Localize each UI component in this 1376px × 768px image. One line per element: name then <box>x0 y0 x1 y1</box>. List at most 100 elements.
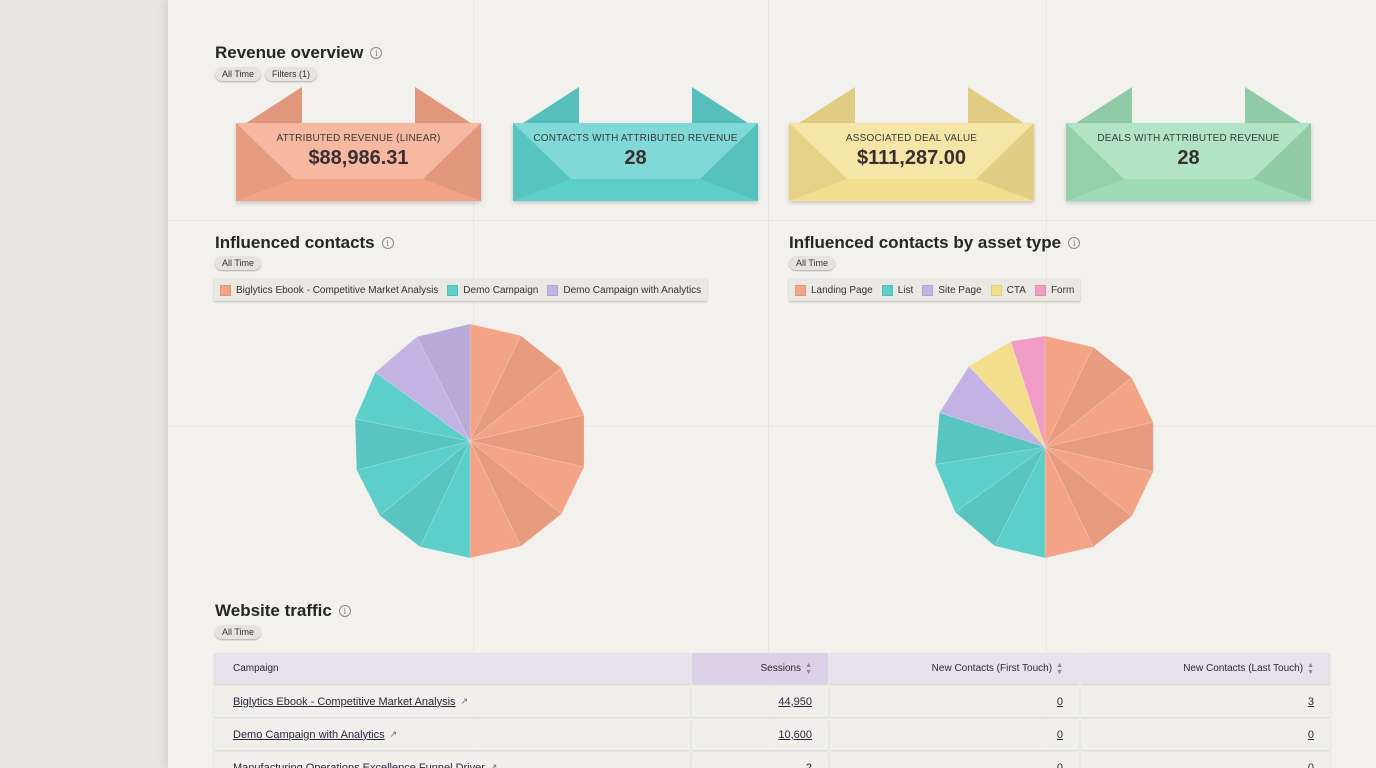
filters-button[interactable]: Filters (1) <box>265 67 317 81</box>
legend-swatch <box>547 284 559 296</box>
legend-item[interactable]: List <box>881 284 913 296</box>
envelope-body <box>236 123 481 201</box>
sort-icon[interactable]: ▲ ▼ <box>1307 661 1314 676</box>
kpi-value: 28 <box>1177 147 1200 169</box>
table-row: Manufacturing Operations Excellence Funn… <box>214 752 1330 768</box>
legend-label: Demo Campaign with Analytics <box>563 284 702 296</box>
sessions-value[interactable]: 44,950 <box>778 695 812 708</box>
campaign-link[interactable]: Manufacturing Operations Excellence Funn… <box>233 761 485 768</box>
table-header-row: Campaign Sessions ▲ ▼ New Contacts (First … <box>214 653 1330 686</box>
campaign-link[interactable]: Demo Campaign with Analytics <box>233 728 385 741</box>
legend-item[interactable]: Biglytics Ebook - Competitive Market Ana… <box>220 284 439 296</box>
pie-slice[interactable] <box>416 323 471 442</box>
date-range-filter[interactable]: All Time <box>215 256 262 270</box>
kpi-value: $111,287.00 <box>856 147 966 169</box>
legend-label: Site Page <box>938 284 982 296</box>
external-link-icon[interactable]: ↗ <box>460 696 469 706</box>
website-traffic-table: Campaign Sessions ▲ ▼ New Contacts (First … <box>214 653 1330 768</box>
date-range-filter[interactable]: All Time <box>215 67 262 81</box>
kpi-label: DEALS WITH ATTRIBUTED REVENUE <box>1097 133 1280 144</box>
column-label: New Contacts (First Touch) <box>931 663 1053 674</box>
envelope-body <box>789 123 1034 201</box>
campaign-link[interactable]: Biglytics Ebook - Competitive Market Ana… <box>233 695 456 708</box>
legend-item[interactable]: Landing Page <box>795 284 873 296</box>
info-icon[interactable]: i <box>370 47 383 59</box>
column-header-first-touch[interactable]: New Contacts (First Touch) ▲ ▼ <box>830 653 1079 684</box>
kpi-label: ASSOCIATED DEAL VALUE <box>845 133 978 144</box>
section-title-text: Influenced contacts by asset type <box>789 233 1062 252</box>
info-icon[interactable]: i <box>338 605 351 617</box>
legend-swatch <box>447 284 459 296</box>
legend-swatch <box>220 284 231 296</box>
table-row: Biglytics Ebook - Competitive Market Ana… <box>214 686 1330 719</box>
website-traffic-title: Website traffic i <box>215 601 351 621</box>
last-touch-value[interactable]: 3 <box>1307 695 1314 708</box>
paper-fold <box>168 220 1376 221</box>
influenced-contacts-legend: Biglytics Ebook - Competitive Market Ana… <box>214 279 708 301</box>
sessions-value[interactable]: 2 <box>805 761 812 768</box>
last-touch-cell: 0 <box>1081 752 1330 768</box>
envelope-flap <box>793 87 855 127</box>
section-title-text: Revenue overview <box>215 43 364 62</box>
column-header-campaign[interactable]: Campaign <box>214 653 690 684</box>
legend-label: Landing Page <box>811 284 873 296</box>
info-icon[interactable]: i <box>1068 237 1081 249</box>
legend-item[interactable]: CTA <box>990 284 1026 296</box>
sessions-cell: 10,600 <box>692 719 828 750</box>
campaign-cell: Manufacturing Operations Excellence Funn… <box>214 752 690 768</box>
legend-item[interactable]: Demo Campaign with Analytics <box>547 284 702 296</box>
sessions-cell: 44,950 <box>692 686 828 717</box>
sessions-cell: 2 <box>692 752 828 768</box>
sessions-value[interactable]: 10,600 <box>778 728 812 741</box>
legend-swatch <box>881 284 893 296</box>
legend-swatch <box>922 284 934 296</box>
campaign-cell: Biglytics Ebook - Competitive Market Ana… <box>214 686 690 717</box>
info-icon[interactable]: i <box>381 237 394 249</box>
first-touch-cell: 0 <box>830 719 1079 750</box>
first-touch-value[interactable]: 0 <box>1056 761 1063 768</box>
revenue-overview-title: Revenue overview i <box>215 43 383 63</box>
asset-type-pie-chart <box>934 335 1154 559</box>
column-header-sessions[interactable]: Sessions ▲ ▼ <box>692 653 828 684</box>
legend-swatch <box>990 284 1002 296</box>
asset-type-title: Influenced contacts by asset type i <box>789 233 1081 253</box>
date-range-filter[interactable]: All Time <box>789 256 836 270</box>
legend-label: Form <box>1050 284 1075 296</box>
campaign-cell: Demo Campaign with Analytics ↗ <box>214 719 690 750</box>
envelope-flap <box>1070 87 1132 127</box>
last-touch-value[interactable]: 0 <box>1307 761 1314 768</box>
last-touch-value[interactable]: 0 <box>1307 728 1314 741</box>
table-row: Demo Campaign with Analytics ↗ 10,600 0 0 <box>214 719 1330 752</box>
legend-item[interactable]: Site Page <box>922 284 982 296</box>
envelope-fold <box>236 123 481 201</box>
external-link-icon[interactable]: ↗ <box>389 729 398 739</box>
legend-label: Demo Campaign <box>463 284 539 296</box>
envelope-fold <box>789 123 1034 201</box>
kpi-card: ASSOCIATED DEAL VALUE $111,287.00 <box>789 87 1034 202</box>
first-touch-value[interactable]: 0 <box>1056 695 1063 708</box>
envelope-flap <box>517 87 579 127</box>
sort-icon[interactable]: ▲ ▼ <box>1056 661 1063 676</box>
section-title-text: Website traffic <box>215 601 332 620</box>
envelope-flap <box>415 87 477 127</box>
column-label: Campaign <box>233 663 279 674</box>
legend-item[interactable]: Demo Campaign <box>447 284 539 296</box>
date-range-filter[interactable]: All Time <box>215 625 262 639</box>
legend-label: Biglytics Ebook - Competitive Market Ana… <box>236 284 439 296</box>
legend-label: CTA <box>1006 284 1026 296</box>
legend-item[interactable]: Form <box>1034 284 1075 296</box>
column-header-last-touch[interactable]: New Contacts (Last Touch) ▲ ▼ <box>1081 653 1330 684</box>
sort-icon[interactable]: ▲ ▼ <box>805 661 812 676</box>
first-touch-cell: 0 <box>830 686 1079 717</box>
envelope-flap <box>968 87 1030 127</box>
external-link-icon[interactable]: ↗ <box>489 762 498 768</box>
first-touch-value[interactable]: 0 <box>1056 728 1063 741</box>
section-title-text: Influenced contacts <box>215 233 375 252</box>
envelope-body <box>513 123 758 201</box>
kpi-card: DEALS WITH ATTRIBUTED REVENUE 28 <box>1066 87 1311 202</box>
kpi-value: 28 <box>624 147 647 169</box>
legend-swatch <box>1034 284 1046 296</box>
kpi-value: $88,986.31 <box>308 147 409 169</box>
pie-slice[interactable] <box>1010 335 1046 448</box>
envelope-flap <box>240 87 302 127</box>
